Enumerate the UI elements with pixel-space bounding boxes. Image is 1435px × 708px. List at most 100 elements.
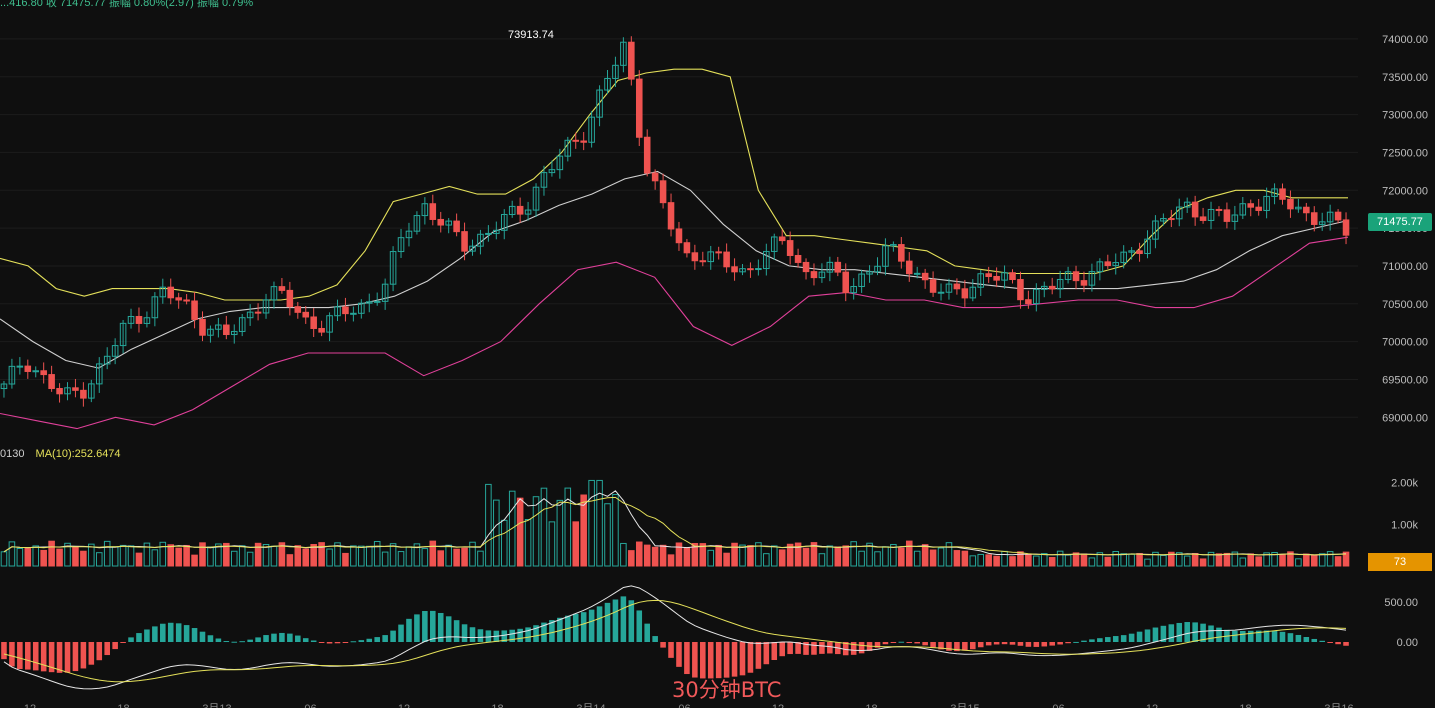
candle-up	[373, 300, 381, 303]
macd-bar	[1271, 630, 1278, 642]
macd-bar	[191, 628, 198, 642]
volume-bar	[985, 554, 992, 567]
volume-bar	[246, 551, 254, 567]
volume-bar	[1223, 552, 1231, 567]
candle-up	[1175, 206, 1183, 220]
volume-bar	[977, 553, 985, 567]
macd-bar	[120, 642, 126, 643]
candle-up	[1271, 188, 1278, 197]
macd-bar	[310, 640, 317, 642]
macd-bar	[636, 610, 643, 642]
price-tick-label: 72500.00	[1382, 147, 1428, 159]
macd-bar	[1009, 642, 1016, 645]
candle-up	[358, 302, 365, 314]
candlesticks	[0, 36, 1350, 407]
macd-bar	[938, 642, 944, 650]
x-tick-label: 3月14	[576, 703, 605, 708]
volume-bar	[342, 552, 349, 567]
candle-up	[564, 139, 572, 157]
macd-bar	[850, 642, 857, 655]
mid-band	[0, 170, 1349, 369]
candle-up	[548, 169, 556, 174]
volume-bar	[1183, 555, 1191, 567]
candle-up	[882, 245, 889, 267]
candle-up	[508, 205, 516, 215]
volume-bar	[286, 554, 294, 567]
macd-bar	[1184, 622, 1190, 642]
volume-bar	[1310, 554, 1318, 567]
volume-bar	[508, 490, 516, 567]
volume-bar	[230, 550, 238, 567]
volume-bar	[1064, 554, 1072, 567]
volume-bar	[961, 550, 969, 567]
candle-up	[556, 155, 564, 171]
volume-bar	[810, 542, 818, 567]
volume-bar	[778, 549, 786, 567]
macd-bar	[1049, 642, 1055, 646]
candle-up	[1263, 195, 1270, 211]
macd-bar	[771, 642, 778, 661]
price-tick-label: 69000.00	[1382, 412, 1428, 424]
candle-up	[937, 291, 945, 294]
candle-up	[421, 203, 429, 217]
macd-bar	[263, 635, 269, 642]
macd-bar	[1057, 642, 1063, 645]
price-tick-label: 72000.00	[1382, 185, 1428, 197]
macd-bar	[1263, 630, 1270, 642]
volume-bar	[500, 519, 508, 567]
volume-bar	[1144, 558, 1151, 567]
volume-bar	[24, 547, 32, 567]
volume-bar	[1112, 550, 1120, 567]
price-tick-label: 69500.00	[1382, 374, 1428, 386]
macd-bar	[1232, 630, 1238, 642]
candle-up	[1088, 271, 1096, 286]
macd-bar	[17, 642, 23, 669]
macd-bar	[1255, 630, 1262, 642]
candle-down	[1199, 216, 1207, 221]
candle-up	[913, 272, 921, 275]
volume-bar	[64, 542, 71, 567]
volume-bar	[890, 543, 897, 567]
macd-bar	[644, 623, 650, 642]
volume-bar	[88, 543, 95, 567]
candle-down	[667, 202, 675, 230]
macd-bar	[922, 642, 928, 646]
volume-bar	[898, 547, 905, 567]
volume-bar	[0, 551, 8, 567]
macd-bar	[715, 642, 722, 679]
volume-bar	[945, 542, 953, 567]
volume-bar	[1033, 555, 1040, 567]
macd-bar	[453, 620, 460, 642]
candle-down	[802, 261, 810, 273]
volume-bar	[40, 549, 47, 567]
candle-up	[326, 315, 333, 333]
candle-down	[1080, 280, 1088, 286]
macd-bar	[517, 628, 523, 642]
volume-bar	[135, 552, 143, 567]
candle-down	[135, 315, 143, 324]
macd-bar	[755, 642, 762, 669]
candle-up	[405, 230, 413, 239]
volume-bar	[262, 543, 270, 567]
volume-tick-label: 2.00k	[1391, 478, 1418, 490]
volume-bar	[1271, 551, 1278, 567]
volume-bar	[72, 546, 79, 567]
macd-bar	[890, 642, 897, 643]
candle-up	[477, 233, 484, 247]
macd-bar	[430, 610, 436, 642]
macd-bar	[1311, 638, 1318, 642]
volume-bar	[1263, 552, 1270, 567]
macd-bar	[819, 642, 825, 654]
candle-up	[1326, 211, 1334, 223]
macd-bar	[152, 626, 158, 642]
candle-up	[143, 317, 151, 324]
macd-bar	[32, 642, 39, 671]
candle-up	[413, 215, 421, 232]
macd-bar	[1, 642, 7, 660]
last-price-tag: 71475.77	[1368, 213, 1432, 231]
macd-bar	[1025, 642, 1032, 647]
volume-bar	[270, 545, 278, 567]
candle-down	[453, 220, 460, 233]
volume-bar	[1088, 557, 1096, 567]
volume-bar	[850, 541, 857, 567]
